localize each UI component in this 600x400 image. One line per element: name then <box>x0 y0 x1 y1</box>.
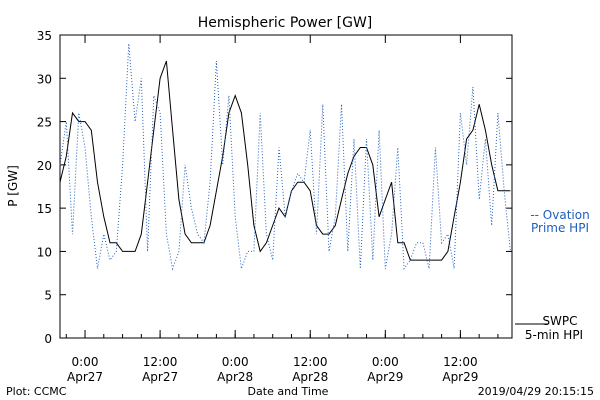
legend-swpc-line2: 5-min HPI <box>525 328 583 342</box>
y-tick-label: 15 <box>37 202 52 216</box>
x-tick-date-label: Apr29 <box>442 370 478 384</box>
y-tick-label: 25 <box>37 116 52 130</box>
y-tick-label: 10 <box>37 245 52 259</box>
x-tick-time-label: 0:00 <box>372 355 399 369</box>
x-tick-time-label: 0:00 <box>222 355 249 369</box>
y-axis-label: P [GW] <box>6 165 20 207</box>
legend-ovation-line1: -- Ovation <box>530 208 589 222</box>
x-tick-time-label: 12:00 <box>293 355 328 369</box>
x-tick-date-label: Apr29 <box>367 370 403 384</box>
chart-title: Hemispheric Power [GW] <box>198 15 373 31</box>
x-tick-time-label: 12:00 <box>143 355 178 369</box>
y-axis: 0 5 10 15 20 25 30 35 <box>37 29 512 346</box>
x-tick-date-label: Apr27 <box>67 370 103 384</box>
plot-frame <box>59 34 513 339</box>
x-tick-date-label: Apr28 <box>292 370 328 384</box>
x-tick-time-label: 12:00 <box>443 355 478 369</box>
series-line-ovation-prime-hpi <box>59 43 511 271</box>
y-tick-label: 0 <box>44 332 52 346</box>
x-axis-label: Date and Time <box>248 385 329 398</box>
plot-credit: Plot: CCMC <box>6 385 67 398</box>
legend-ovation-line2: Prime HPI <box>531 221 589 235</box>
x-tick-date-label: Apr28 <box>217 370 253 384</box>
y-tick-label: 35 <box>37 29 52 43</box>
x-axis: 0:00Apr2712:00Apr270:00Apr2812:00Apr280:… <box>65 35 499 384</box>
legend: -- Ovation Prime HPI SWPC 5-min HPI <box>515 208 590 342</box>
series-line-swpc-hpi <box>59 60 511 261</box>
y-tick-label: 20 <box>37 159 52 173</box>
y-tick-label: 30 <box>37 72 52 86</box>
y-tick-label: 5 <box>44 289 52 303</box>
plot-timestamp: 2019/04/29 20:15:15 <box>478 385 594 398</box>
x-tick-time-label: 0:00 <box>72 355 99 369</box>
x-tick-date-label: Apr27 <box>142 370 178 384</box>
legend-swpc-line1: SWPC <box>542 314 577 328</box>
